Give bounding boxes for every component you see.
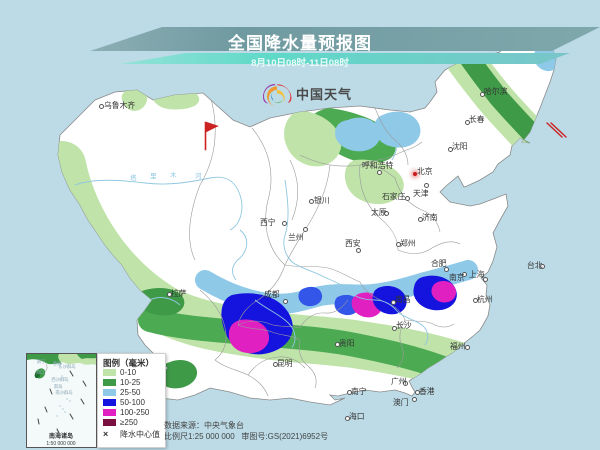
svg-text:里: 里	[150, 172, 157, 180]
svg-text:塔: 塔	[130, 173, 137, 182]
svg-text:东沙群岛: 东沙群岛	[58, 363, 75, 370]
svg-text:1:50 000 000: 1:50 000 000	[46, 441, 75, 447]
svg-text:木: 木	[170, 170, 177, 179]
svg-text:河: 河	[195, 172, 202, 180]
svg-text:海口: 海口	[36, 369, 45, 376]
svg-text:西沙群岛: 西沙群岛	[51, 376, 68, 383]
svg-text:南宁: 南宁	[37, 358, 46, 364]
svg-text:南海诸岛: 南海诸岛	[49, 432, 73, 440]
svg-text:南沙群岛: 南沙群岛	[55, 389, 72, 396]
svg-text:南海: 南海	[54, 383, 63, 390]
